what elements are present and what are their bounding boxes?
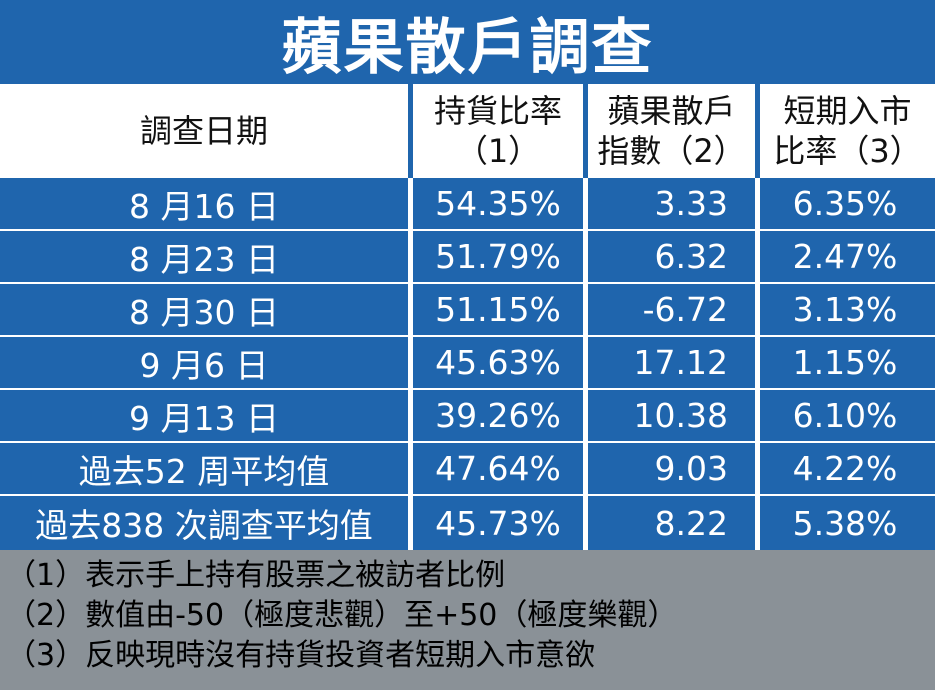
cell-date: 8 月23 日 (129, 239, 279, 279)
cell-entry-ratio: 1.15% (792, 343, 898, 382)
cell-entry-ratio: 6.10% (792, 396, 898, 435)
cell-retail-index: 6.32 (654, 237, 728, 276)
cell-date: 9 月13 日 (129, 398, 279, 438)
table-row: 9 月6 日 45.63% 17.12 1.15% (0, 337, 935, 388)
header-date-label: 調查日期 (139, 112, 268, 150)
header-holding-line2: （1） (455, 132, 541, 170)
cell-holding-ratio: 51.79% (435, 237, 561, 276)
cell-retail-index: -6.72 (642, 290, 728, 329)
header-index-line1: 蘋果散戶 (607, 92, 736, 130)
cell-retail-index: 3.33 (654, 184, 728, 223)
table-body: 8 月16 日 54.35% 3.33 6.35% 8 月23 日 51.79%… (0, 178, 935, 550)
cell-retail-index: 17.12 (633, 343, 728, 382)
cell-entry-ratio: 2.47% (792, 237, 898, 276)
table-row: 9 月13 日 39.26% 10.38 6.10% (0, 390, 935, 441)
header-holding-ratio: 持貨比率 （1） (413, 84, 583, 178)
row-divider (0, 388, 935, 390)
cell-date: 9 月6 日 (139, 345, 269, 385)
table-row: 8 月23 日 51.79% 6.32 2.47% (0, 231, 935, 282)
header-divider (583, 84, 588, 178)
cell-date: 8 月30 日 (129, 292, 279, 332)
cell-date: 過去838 次調查平均值 (35, 506, 373, 545)
cell-date: 8 月16 日 (129, 186, 279, 226)
header-date: 調查日期 (0, 84, 408, 178)
cell-date: 過去52 周平均值 (78, 451, 330, 491)
table-row: 8 月30 日 51.15% -6.72 3.13% (0, 284, 935, 335)
header-index-line2: 指數（2） (597, 132, 746, 170)
row-divider (0, 494, 935, 496)
table-row: 過去52 周平均值 47.64% 9.03 4.22% (0, 443, 935, 494)
cell-entry-ratio: 6.35% (792, 184, 898, 223)
header-holding-line1: 持貨比率 (433, 92, 562, 130)
cell-holding-ratio: 45.63% (435, 343, 561, 382)
row-divider (0, 229, 935, 231)
cell-holding-ratio: 47.64% (435, 449, 561, 488)
footnote-2: （2）數值由-50（極度悲觀）至+50（極度樂觀） (6, 598, 678, 633)
table-row: 過去838 次調查平均值 45.73% 8.22 5.38% (0, 496, 935, 550)
header-entry-line2: 比率（3） (773, 132, 922, 170)
cell-holding-ratio: 39.26% (435, 396, 561, 435)
footnote-1: （1）表示手上持有股票之被訪者比例 (6, 558, 506, 593)
header-divider (408, 84, 413, 178)
cell-retail-index: 9.03 (654, 449, 728, 488)
cell-entry-ratio: 5.38% (792, 503, 898, 543)
cell-entry-ratio: 3.13% (792, 290, 898, 329)
footnotes: （1）表示手上持有股票之被訪者比例 （2）數值由-50（極度悲觀）至+50（極度… (0, 550, 935, 690)
row-divider (0, 282, 935, 284)
row-divider (0, 335, 935, 337)
row-divider (0, 441, 935, 443)
cell-retail-index: 8.22 (654, 503, 728, 543)
cell-holding-ratio: 45.73% (435, 503, 561, 543)
cell-retail-index: 10.38 (633, 396, 728, 435)
header-divider (755, 84, 760, 178)
table-title: 蘋果散戶調查 (0, 0, 935, 84)
table-row: 8 月16 日 54.35% 3.33 6.35% (0, 178, 935, 229)
header-entry-line1: 短期入市 (783, 92, 912, 130)
cell-holding-ratio: 54.35% (435, 184, 561, 223)
cell-entry-ratio: 4.22% (792, 449, 898, 488)
table-header: 調查日期 持貨比率 （1） 蘋果散戶 指數（2） 短期入市 比率（3） (0, 84, 935, 178)
header-retail-index: 蘋果散戶 指數（2） (588, 84, 755, 178)
header-entry-ratio: 短期入市 比率（3） (760, 84, 935, 178)
footnote-3: （3）反映現時沒有持貨投資者短期入市意欲 (6, 638, 596, 673)
cell-holding-ratio: 51.15% (435, 290, 561, 329)
